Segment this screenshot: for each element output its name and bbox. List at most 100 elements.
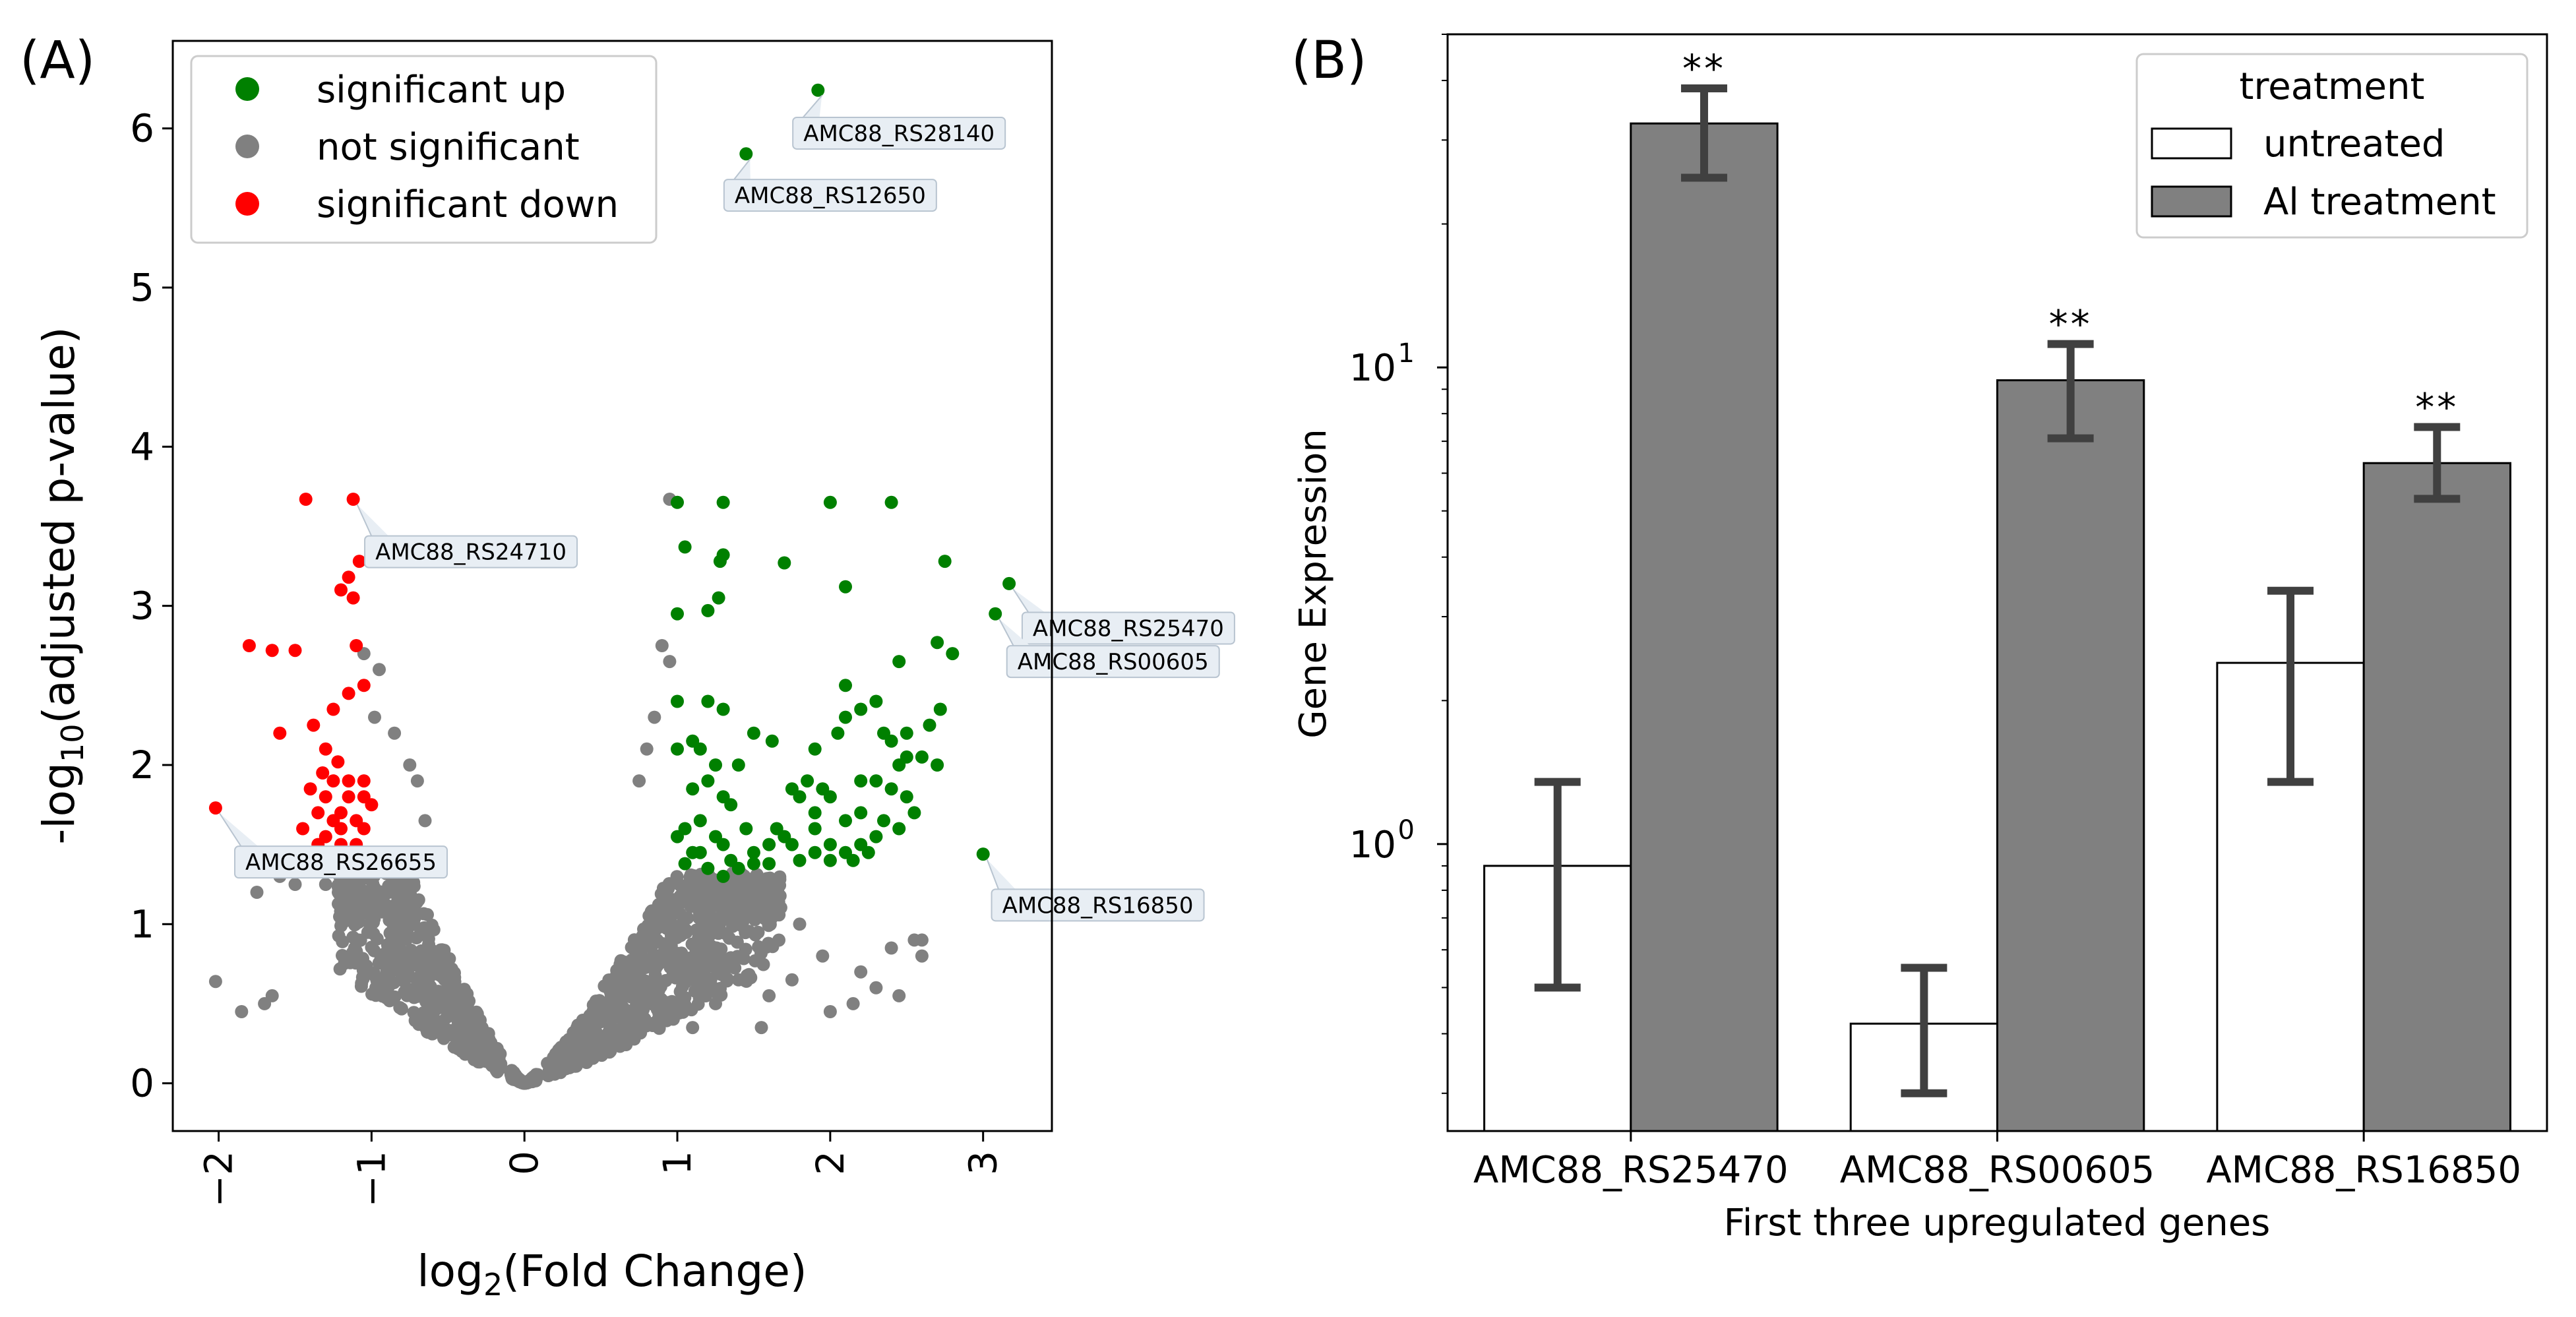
y-tick-label: 10 — [1349, 824, 1396, 867]
point-not-significant — [762, 989, 776, 1002]
point-up — [678, 857, 692, 871]
point-down — [346, 591, 360, 605]
volcano-annotations: AMC88_RS28140 AMC88_RS12650 AMC88_RS24710 A… — [219, 95, 1235, 922]
point-not-significant — [613, 958, 627, 971]
annotation-pointer — [1012, 588, 1049, 616]
point-not-significant — [704, 913, 718, 927]
annotation-callout: AMC88_RS28140 — [792, 95, 1006, 150]
point-not-significant — [678, 991, 692, 1004]
x-tick-label: AMC88_RS25470 — [1473, 1149, 1789, 1192]
volcano-points — [208, 83, 1016, 1090]
legend-title: treatment — [2240, 65, 2425, 108]
point-up — [946, 647, 960, 661]
point-not-significant — [615, 989, 629, 1002]
point-up — [854, 806, 868, 820]
point-up — [701, 694, 715, 708]
point-up — [747, 845, 760, 859]
annotation-box — [234, 845, 448, 879]
point-down — [357, 822, 371, 836]
point-not-significant — [719, 927, 733, 940]
point-not-significant — [706, 874, 720, 888]
annotation-label: AMC88_RS24710 — [375, 539, 567, 566]
point-up — [989, 607, 1002, 621]
point-up — [823, 853, 837, 867]
annotation-label: AMC88_RS00605 — [1018, 649, 1209, 675]
x-tick-label: 3 — [961, 1151, 1006, 1175]
point-not-significant — [695, 954, 708, 968]
point-up — [854, 702, 868, 716]
x-tick-label: AMC88_RS00605 — [1840, 1149, 2155, 1192]
legend-label-not-significant: not significant — [317, 126, 580, 169]
point-not-significant — [521, 1075, 535, 1089]
point-not-significant — [208, 975, 222, 989]
point-down — [346, 493, 360, 506]
point-not-significant — [361, 925, 375, 939]
point-not-significant — [648, 710, 661, 724]
annotation-box — [1021, 611, 1235, 645]
annotation-callout: AMC88_RS16850 — [986, 859, 1205, 922]
point-not-significant — [635, 953, 649, 967]
point-not-significant — [586, 1004, 600, 1018]
point-up — [933, 702, 947, 716]
point-not-significant — [749, 954, 762, 967]
point-not-significant — [410, 774, 424, 788]
point-up — [762, 857, 776, 871]
point-not-significant — [398, 985, 412, 999]
point-not-significant — [544, 1062, 558, 1076]
point-not-significant — [382, 963, 396, 977]
annotation-label: AMC88_RS28140 — [803, 121, 995, 147]
legend-swatch-untreated — [2151, 127, 2232, 160]
legend-marker-not-significant — [235, 135, 259, 158]
point-not-significant — [621, 1016, 634, 1030]
point-not-significant — [659, 1014, 673, 1027]
point-up — [778, 556, 791, 570]
point-not-significant — [568, 1059, 582, 1073]
point-not-significant — [421, 1013, 435, 1027]
point-not-significant — [708, 960, 722, 974]
point-up — [747, 726, 760, 740]
point-not-significant — [854, 965, 868, 979]
point-up — [900, 726, 913, 740]
point-not-significant — [656, 896, 670, 909]
point-up — [770, 822, 783, 836]
point-not-significant — [395, 888, 409, 902]
point-not-significant — [650, 933, 664, 947]
point-up — [731, 861, 745, 875]
point-not-significant — [639, 1019, 653, 1033]
point-up — [907, 806, 921, 820]
point-up — [739, 822, 753, 836]
point-up — [713, 555, 727, 568]
point-not-significant — [632, 774, 646, 788]
point-up — [693, 814, 707, 828]
annotation-label: AMC88_RS12650 — [735, 183, 926, 209]
point-down — [352, 555, 366, 568]
point-not-significant — [408, 1014, 422, 1027]
panel-b-label: (B) — [1291, 31, 1366, 90]
point-down — [265, 644, 279, 658]
point-up — [716, 869, 730, 883]
point-not-significant — [373, 887, 386, 901]
annotation-box — [1006, 645, 1220, 679]
expression-bars: ** ** ** — [1483, 46, 2511, 1132]
point-up — [900, 790, 913, 804]
panel-a-y-ticks: 0 1 2 3 4 5 6 — [130, 106, 173, 1106]
point-not-significant — [407, 897, 421, 911]
panel-b-legend: treatment untreated Al treatment — [2135, 53, 2529, 239]
point-not-significant — [599, 1039, 612, 1053]
point-up — [884, 495, 898, 509]
y-tick-label: 3 — [130, 584, 154, 628]
point-not-significant — [356, 952, 369, 965]
point-not-significant — [793, 917, 807, 931]
annotation-pointer — [356, 504, 392, 539]
point-not-significant — [493, 1057, 506, 1070]
point-not-significant — [476, 1035, 490, 1049]
point-up — [854, 774, 868, 788]
point-up — [716, 495, 730, 509]
x-tick-label: −2 — [197, 1151, 241, 1208]
point-up — [811, 83, 825, 97]
point-down — [326, 774, 340, 788]
point-not-significant — [605, 998, 619, 1012]
point-up — [823, 838, 837, 851]
point-down — [311, 806, 325, 820]
significance-marker: ** — [2415, 384, 2459, 429]
